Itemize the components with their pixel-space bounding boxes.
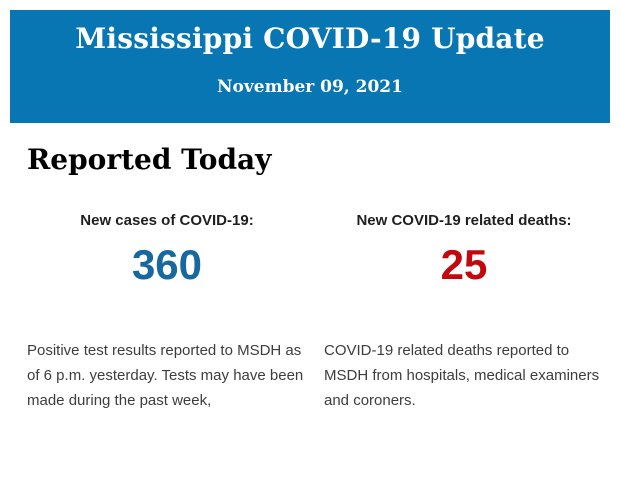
stat-deaths: New COVID-19 related deaths: 25 COVID-19… (324, 177, 604, 413)
deaths-description: COVID-19 related deaths reported to MSDH… (324, 342, 600, 409)
deaths-label: New COVID-19 related deaths: (356, 212, 572, 229)
cases-description: Positive test results reported to MSDH a… (27, 342, 304, 409)
stat-cases: New cases of COVID-19: 360 Positive test… (27, 177, 307, 413)
header-banner: Mississippi COVID-19 Update November 09,… (10, 10, 610, 123)
cases-label: New cases of COVID-19: (80, 212, 254, 229)
cases-value: 360 (131, 241, 203, 288)
deaths-value: 25 (440, 241, 488, 288)
page: { "header": { "title": "Mississippi COVI… (0, 10, 620, 493)
page-title: Mississippi COVID-19 Update (75, 22, 545, 55)
header-date: November 09, 2021 (217, 77, 403, 97)
stats-row: New cases of COVID-19: 360 Positive test… (0, 177, 620, 413)
section-heading: Reported Today (27, 143, 272, 176)
